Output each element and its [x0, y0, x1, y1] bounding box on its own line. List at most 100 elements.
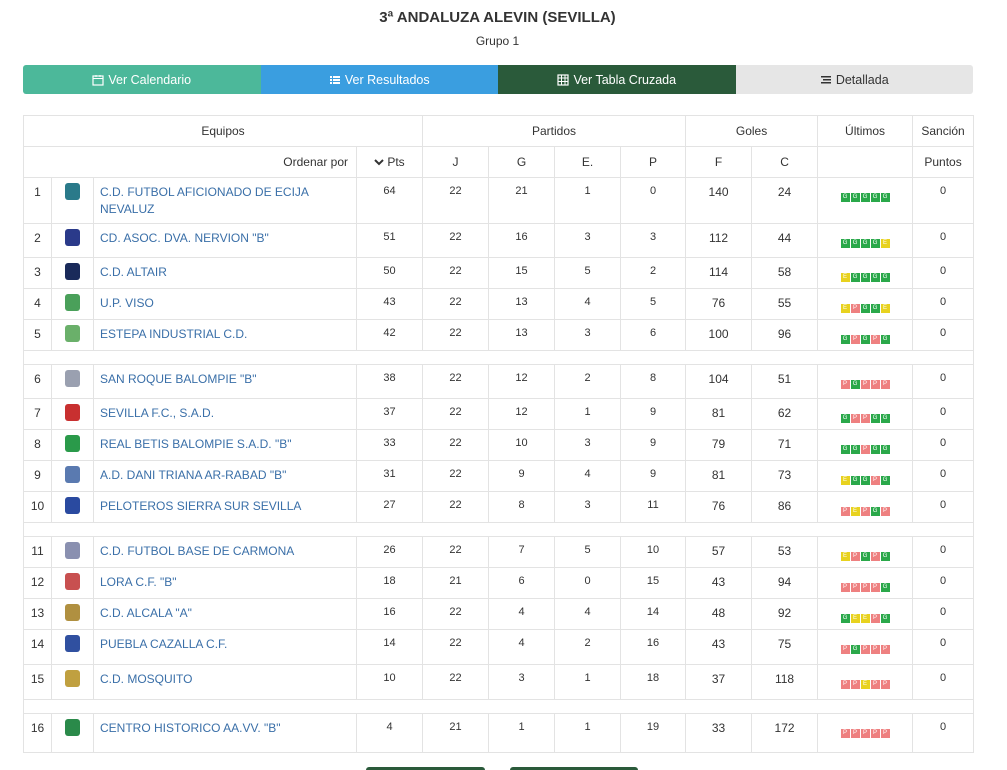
result-badge: G: [860, 193, 870, 202]
lost: 19: [619, 713, 687, 753]
col-g[interactable]: G: [488, 146, 555, 178]
result-badge: E: [860, 680, 870, 689]
crest-icon: [65, 542, 80, 559]
tab-tabla-cruzada[interactable]: Ver Tabla Cruzada: [498, 65, 736, 94]
team-link[interactable]: C.D. ALCALA "A": [100, 606, 192, 620]
result-badge: E: [850, 507, 860, 516]
won: 13: [488, 319, 555, 351]
crest-icon: [65, 635, 80, 652]
team-cell: SAN ROQUE BALOMPIE "B": [93, 364, 357, 399]
team-link[interactable]: A.D. DANI TRIANA AR-RABAD "B": [100, 468, 287, 482]
team-link[interactable]: CENTRO HISTORICO AA.VV. "B": [100, 721, 281, 735]
goals-against: 24: [751, 177, 819, 224]
goals-for: 57: [685, 536, 753, 568]
drawn: 3: [554, 223, 621, 258]
sanction-points: 0: [912, 429, 975, 461]
result-badge: G: [850, 476, 860, 485]
result-badge: E: [880, 239, 890, 248]
result-badge: G: [880, 614, 890, 623]
won: 3: [488, 664, 555, 700]
team-link[interactable]: CD. ASOC. DVA. NERVION "B": [100, 231, 269, 245]
result-badge: P: [880, 645, 890, 654]
result-badge: P: [870, 645, 880, 654]
group-separator: [22, 350, 975, 365]
result-badge: G: [860, 304, 870, 313]
team-cell: C.D. MOSQUITO: [93, 664, 357, 700]
result-badge: P: [870, 380, 880, 389]
position: 2: [23, 223, 52, 258]
crest-icon: [65, 435, 80, 452]
team-cell: ESTEPA INDUSTRIAL C.D.: [93, 319, 357, 351]
goals-against: 118: [751, 664, 819, 700]
col-f[interactable]: F: [685, 146, 753, 178]
team-cell: LORA C.F. "B": [93, 567, 357, 599]
col-e[interactable]: E.: [554, 146, 621, 178]
result-badge: P: [840, 729, 850, 738]
result-badge: G: [850, 380, 860, 389]
team-link[interactable]: C.D. FUTBOL BASE DE CARMONA: [100, 544, 295, 558]
lost: 9: [619, 398, 687, 430]
team-crest: [51, 491, 94, 523]
col-puntos: Puntos: [912, 146, 975, 178]
drawn: 1: [554, 664, 621, 700]
tab-calendario[interactable]: Ver Calendario: [23, 65, 261, 94]
won: 12: [488, 398, 555, 430]
result-badge: E: [880, 304, 890, 313]
lost: 8: [619, 364, 687, 399]
result-badge: G: [840, 445, 850, 454]
col-p[interactable]: P: [619, 146, 687, 178]
position: 3: [23, 257, 52, 289]
points: 42: [356, 319, 423, 351]
sanction-points: 0: [912, 664, 975, 700]
team-link[interactable]: REAL BETIS BALOMPIE S.A.D. "B": [100, 437, 292, 451]
result-badge: P: [860, 414, 870, 423]
team-link[interactable]: ESTEPA INDUSTRIAL C.D.: [100, 327, 248, 341]
goals-for: 112: [685, 223, 753, 258]
drawn: 5: [554, 257, 621, 289]
lost: 5: [619, 288, 687, 320]
page-subtitle: Grupo 1: [475, 34, 520, 48]
won: 7: [488, 536, 555, 568]
result-badge: P: [870, 729, 880, 738]
sort-pts-button[interactable]: Pts: [356, 146, 423, 178]
team-link[interactable]: SEVILLA F.C., S.A.D.: [100, 406, 215, 420]
team-link[interactable]: C.D. MOSQUITO: [100, 672, 193, 686]
team-link[interactable]: C.D. ALTAIR: [100, 265, 167, 279]
calendar-icon: [92, 74, 104, 86]
result-badge: G: [870, 304, 880, 313]
result-badge: P: [870, 680, 880, 689]
pager-button-right[interactable]: [510, 767, 638, 770]
separator-cell: [22, 699, 975, 714]
position: 11: [23, 536, 52, 568]
goals-against: 62: [751, 398, 819, 430]
team-link[interactable]: C.D. FUTBOL AFICIONADO DE ECIJA NEVALUZ: [100, 185, 309, 216]
result-badge: G: [870, 239, 880, 248]
col-j[interactable]: J: [422, 146, 489, 178]
tab-detallada[interactable]: Detallada: [735, 65, 973, 94]
pager-button-left[interactable]: [366, 767, 485, 770]
position: 9: [23, 460, 52, 492]
points: 14: [356, 629, 423, 665]
tab-resultados[interactable]: Ver Resultados: [260, 65, 498, 94]
goals-for: 43: [685, 629, 753, 665]
goals-for: 79: [685, 429, 753, 461]
played: 22: [422, 398, 489, 430]
team-link[interactable]: SAN ROQUE BALOMPIE "B": [100, 372, 257, 386]
team-cell: SEVILLA F.C., S.A.D.: [93, 398, 357, 430]
lost: 16: [619, 629, 687, 665]
played: 21: [422, 567, 489, 599]
team-link[interactable]: U.P. VISO: [100, 296, 154, 310]
played: 22: [422, 598, 489, 630]
table-row: 3 C.D. ALTAIR 50 22 15 5 2 114 58 E G G G G 0: [23, 257, 975, 289]
table-row: 15 C.D. MOSQUITO 10 22 3 1 18 37 118 P P E P P 0: [23, 664, 975, 700]
col-c[interactable]: C: [751, 146, 819, 178]
team-link[interactable]: LORA C.F. "B": [100, 575, 177, 589]
team-link[interactable]: PELOTEROS SIERRA SUR SEVILLA: [100, 499, 302, 513]
team-link[interactable]: PUEBLA CAZALLA C.F.: [100, 637, 228, 651]
played: 22: [422, 177, 489, 224]
result-badge: G: [870, 273, 880, 282]
goals-for: 114: [685, 257, 753, 289]
